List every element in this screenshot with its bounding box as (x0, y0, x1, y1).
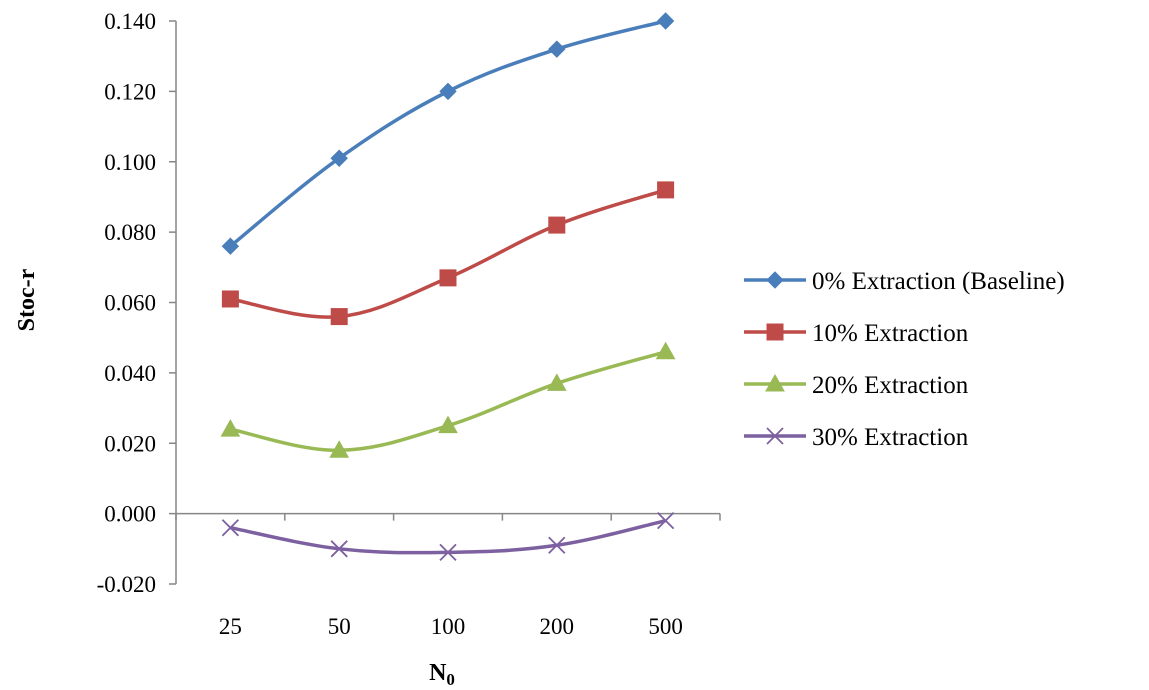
data-point (548, 40, 566, 58)
x-axis-label: N0 (429, 660, 455, 689)
data-point (765, 373, 785, 392)
data-point (330, 149, 348, 167)
data-point (329, 440, 350, 458)
data-point (655, 341, 676, 360)
series-0 (221, 12, 675, 255)
x-tick-label: 25 (219, 614, 242, 639)
data-point (766, 271, 784, 289)
data-point (221, 237, 240, 255)
data-point (548, 216, 566, 234)
series-3 (221, 512, 675, 561)
legend-label: 0% Extraction (Baseline) (812, 268, 1065, 295)
legend: 0% Extraction (Baseline) 10% Extraction 20… (744, 268, 1065, 451)
y-tick-label: 0.080 (104, 220, 156, 245)
x-tick-labels: 25 50 100 200 500 (219, 614, 683, 639)
y-tick-label: 0.000 (104, 502, 156, 527)
data-point (439, 543, 457, 561)
series-line (230, 350, 667, 453)
series-line (229, 19, 667, 248)
data-point (330, 540, 348, 558)
series-2 (220, 341, 676, 458)
series-1 (221, 181, 675, 326)
data-point (439, 269, 457, 287)
y-tick-label: 0.120 (104, 79, 156, 104)
data-point (330, 308, 348, 326)
x-axis-label-subscript: 0 (446, 670, 455, 689)
series-group (220, 12, 676, 561)
data-point (438, 415, 458, 434)
data-point (548, 536, 566, 554)
data-point (656, 12, 675, 30)
y-tick-label: 0.060 (104, 291, 156, 316)
data-point (766, 427, 784, 445)
data-point (657, 181, 675, 199)
axes (169, 20, 721, 585)
y-tick-label: 0.040 (104, 361, 156, 386)
data-point (439, 82, 457, 101)
data-point (766, 323, 784, 341)
legend-item: 20% Extraction (744, 372, 969, 399)
data-point (221, 519, 240, 537)
y-tick-labels: 0.140 0.120 0.100 0.080 0.060 0.040 0.020 0.000… (97, 9, 156, 597)
x-tick-label: 50 (328, 614, 351, 639)
legend-item: 0% Extraction (Baseline) (744, 268, 1065, 295)
x-tick-label: 500 (648, 614, 683, 639)
legend-item: 10% Extraction (744, 320, 969, 347)
data-point (220, 419, 241, 437)
y-tick-label: 0.020 (104, 431, 156, 456)
x-tick-label: 200 (540, 614, 575, 639)
legend-item: 30% Extraction (744, 424, 969, 451)
legend-label: 30% Extraction (812, 424, 969, 451)
data-point (656, 512, 675, 530)
data-point (221, 290, 239, 308)
y-tick-label: 0.140 (104, 9, 156, 34)
y-tick-label: -0.020 (97, 572, 156, 597)
legend-label: 10% Extraction (812, 320, 969, 347)
legend-label: 20% Extraction (812, 372, 969, 399)
x-tick-label: 100 (431, 614, 466, 639)
series-line (230, 188, 667, 319)
series-line (230, 518, 666, 555)
x-axis-label-main: N (429, 660, 447, 686)
y-axis-label: Stoc-r (14, 268, 40, 331)
y-tick-label: 0.100 (104, 150, 156, 175)
data-point (546, 373, 567, 391)
